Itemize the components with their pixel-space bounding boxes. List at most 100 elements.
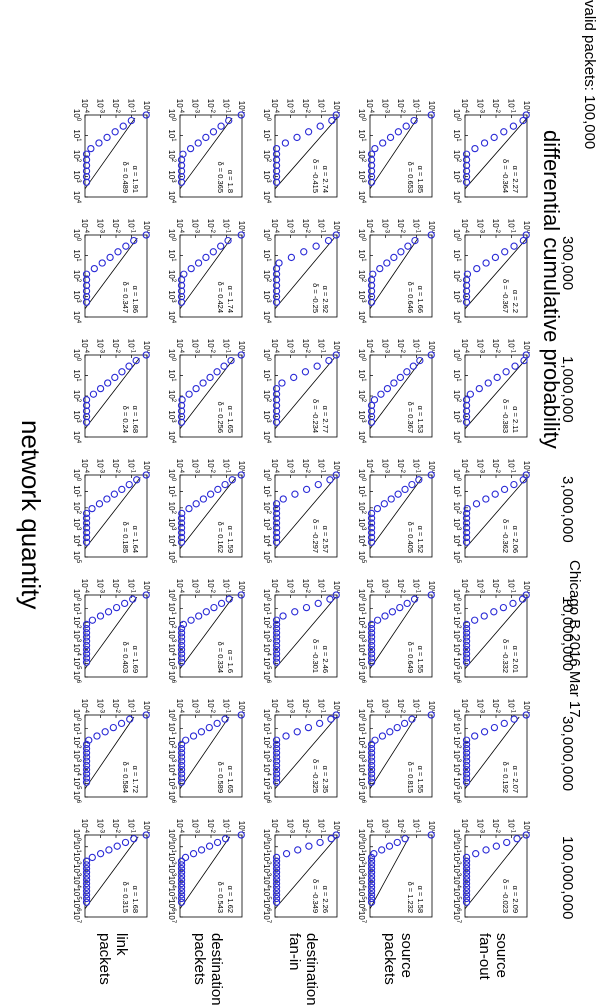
subplot-svg: 100 101 102 103 104 100 10-1 10-2 10-3 10-4 α = 2.… xyxy=(452,99,531,204)
data-point xyxy=(95,500,104,508)
data-point xyxy=(82,412,91,421)
fit-line xyxy=(179,117,233,190)
alpha-label: α = 1.62 xyxy=(226,886,235,913)
x-tick-label: 100 xyxy=(452,589,461,602)
alpha-label: α = 1.68 xyxy=(131,406,140,433)
delta-label: δ = 0.162 xyxy=(216,522,225,554)
data-point xyxy=(367,898,376,906)
data-point xyxy=(324,236,333,245)
data-point xyxy=(462,654,471,662)
data-point xyxy=(367,740,376,749)
x-axis-title: network quantity xyxy=(16,420,46,610)
data-point xyxy=(462,156,471,164)
data-point xyxy=(272,167,281,175)
data-point xyxy=(82,270,91,278)
y-tick-label: 10-3 xyxy=(96,459,105,474)
data-point xyxy=(462,894,471,903)
data-point xyxy=(272,418,281,426)
x-tick-label: 100 xyxy=(262,709,271,722)
row-label: source packets xyxy=(381,933,415,985)
data-point xyxy=(187,616,195,624)
data-point xyxy=(462,641,471,650)
x-tick-label: 101 xyxy=(72,369,81,382)
data-point xyxy=(480,139,489,147)
data-point xyxy=(475,384,483,393)
data-point xyxy=(142,471,150,479)
delta-label: δ = -0.349 xyxy=(311,879,320,913)
x-tick-label: 105 xyxy=(72,887,81,900)
x-tick-label: 103 xyxy=(452,410,461,423)
data-point xyxy=(272,637,281,645)
x-tick-label: 106 xyxy=(72,899,81,912)
y-tick-label: 10-4 xyxy=(175,339,184,354)
data-point xyxy=(519,236,528,245)
y-tick-label: 10-1 xyxy=(317,339,326,354)
data-point xyxy=(367,633,376,641)
data-point xyxy=(304,723,313,732)
y-tick-label: 10-2 xyxy=(301,219,310,234)
data-point xyxy=(472,500,481,508)
y-tick-label: 10-1 xyxy=(222,699,231,714)
y-tick-label: 10-4 xyxy=(80,99,89,114)
x-tick-label: 106 xyxy=(357,899,366,912)
data-point xyxy=(401,835,409,843)
data-point xyxy=(82,740,91,749)
x-tick-label: 104 xyxy=(452,191,461,204)
data-point xyxy=(177,765,186,774)
subplot-svg: 10010110210310410510610010-110-210-310-4… xyxy=(72,699,151,804)
y-tick-label: 100 xyxy=(427,341,435,354)
data-point xyxy=(315,719,324,728)
data-point xyxy=(189,850,198,858)
fit-line xyxy=(464,237,528,310)
subplot-svg: 100 101 102 103 104 100 10-1 10-2 10-3 10-4 α = 1.… xyxy=(167,219,246,324)
y-tick-label: 100 xyxy=(142,101,150,114)
y-tick-label: 10-3 xyxy=(381,699,390,714)
y-tick-label: 10-3 xyxy=(286,219,295,234)
data-point xyxy=(409,362,417,370)
data-point xyxy=(462,887,471,895)
data-point xyxy=(272,753,281,761)
data-point xyxy=(281,139,290,147)
x-tick-label: 105 xyxy=(262,777,271,790)
y-tick-label: 100 xyxy=(237,221,245,234)
x-tick-label: 101 xyxy=(357,369,366,382)
x-tick-label: 106 xyxy=(452,791,461,804)
x-tick-label: 102 xyxy=(72,390,81,403)
y-tick-label: 10-1 xyxy=(507,699,516,714)
data-point xyxy=(177,887,186,895)
y-tick-label: 10-4 xyxy=(175,819,184,834)
alpha-label: α = 1.69 xyxy=(131,646,140,673)
data-point xyxy=(462,401,471,410)
data-point xyxy=(82,178,91,186)
data-point xyxy=(177,753,186,761)
data-point xyxy=(95,139,103,147)
alpha-label: α = 1.72 xyxy=(131,766,140,793)
data-point xyxy=(133,476,141,484)
data-point xyxy=(518,595,527,603)
y-tick-label: 10-2 xyxy=(111,339,120,354)
y-tick-label: 10-3 xyxy=(476,699,485,714)
data-point xyxy=(378,846,386,854)
data-point xyxy=(177,167,186,175)
x-tick-label: 103 xyxy=(262,290,271,303)
x-tick-label: 100 xyxy=(357,589,366,602)
data-point xyxy=(227,356,235,365)
data-point xyxy=(396,603,404,612)
data-point xyxy=(462,872,471,880)
data-point xyxy=(177,533,186,542)
x-tick-label: 101 xyxy=(167,129,176,142)
y-tick-label: 100 xyxy=(522,341,530,354)
fit-line xyxy=(179,477,237,550)
delta-label: δ = -0.415 xyxy=(311,159,320,193)
data-point xyxy=(367,744,376,753)
data-point xyxy=(109,723,118,732)
x-tick-label: 103 xyxy=(452,290,461,303)
y-tick-label: 10-3 xyxy=(191,699,200,714)
data-point xyxy=(177,857,186,865)
data-point xyxy=(142,111,150,119)
y-tick-label: 10-3 xyxy=(191,339,200,354)
y-tick-label: 10-2 xyxy=(206,339,215,354)
data-point xyxy=(367,757,376,765)
y-tick-label: 10-3 xyxy=(381,99,390,114)
data-point xyxy=(117,719,126,728)
